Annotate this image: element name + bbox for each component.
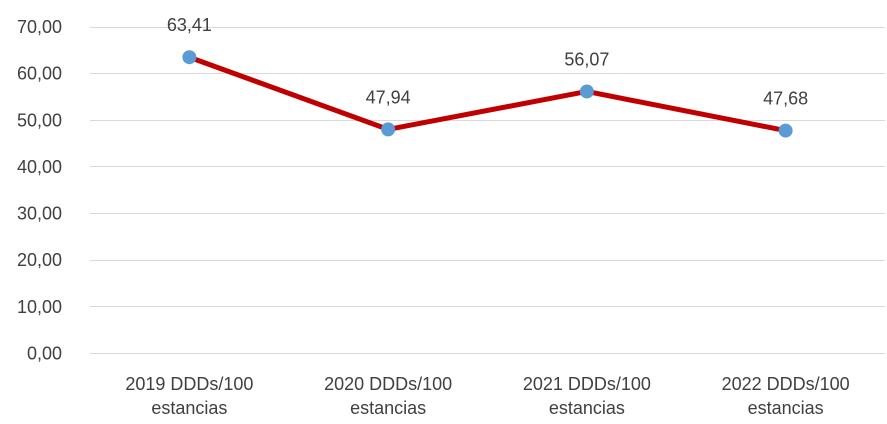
x-tick-label: 2021 DDDs/100 estancias: [523, 374, 651, 418]
data-points: [182, 50, 793, 138]
y-tick-label: 60,00: [17, 64, 62, 84]
x-axis-tick-labels: 2019 DDDs/100 estancias 2020 DDDs/100 estan…: [125, 374, 849, 418]
y-tick-label: 40,00: [17, 157, 62, 177]
data-label: 47,94: [366, 87, 411, 107]
data-labels: 63,41 47,94 56,07 47,68: [167, 15, 808, 108]
data-label: 47,68: [763, 89, 808, 109]
y-tick-label: 50,00: [17, 110, 62, 130]
y-axis-tick-labels: 0,00 10,00 20,00 30,00 40,00 50,00 60,00 70,00: [17, 17, 62, 364]
x-tick-label: 2020 DDDs/100 estancias: [324, 374, 452, 418]
x-tick-label: 2019 DDDs/100 estancias: [125, 374, 253, 418]
y-tick-label: 10,00: [17, 297, 62, 317]
data-point-marker: [778, 123, 793, 138]
gridlines: [90, 27, 885, 354]
series-polyline: [186, 54, 789, 134]
data-label: 63,41: [167, 15, 212, 35]
y-tick-label: 20,00: [17, 250, 62, 270]
data-point-marker: [381, 122, 396, 137]
data-point-marker: [579, 84, 594, 99]
y-tick-label: 0,00: [27, 344, 62, 364]
x-tick-label: 2022 DDDs/100 estancias: [722, 374, 850, 418]
y-tick-label: 70,00: [17, 17, 62, 37]
y-tick-label: 30,00: [17, 204, 62, 224]
data-label: 56,07: [564, 49, 609, 69]
data-point-marker: [182, 50, 197, 65]
series-line: [186, 54, 789, 134]
